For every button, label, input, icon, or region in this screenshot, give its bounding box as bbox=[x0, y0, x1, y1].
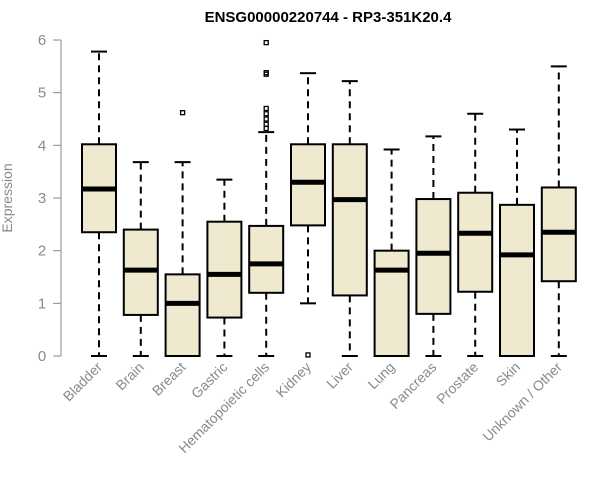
outlier-4 bbox=[263, 105, 269, 112]
box-8 bbox=[415, 135, 452, 357]
outlier-1 bbox=[263, 121, 269, 127]
x-tick-label-0: Bladder bbox=[60, 359, 106, 405]
box-9 bbox=[457, 112, 494, 357]
iqr-box bbox=[415, 198, 452, 315]
iqr-box bbox=[164, 273, 201, 357]
box-0 bbox=[81, 50, 117, 357]
box-2 bbox=[164, 110, 201, 357]
x-tick-label-9: Prostate bbox=[433, 359, 481, 407]
x-tick-label-1: Brain bbox=[112, 359, 146, 393]
iqr-box bbox=[457, 191, 494, 293]
box-11 bbox=[540, 65, 577, 357]
outlier-0 bbox=[305, 352, 311, 358]
y-tick-label-5: 5 bbox=[38, 85, 46, 102]
x-tick-label-6: Liver bbox=[323, 359, 356, 392]
iqr-box bbox=[373, 249, 410, 358]
iqr-box bbox=[499, 203, 535, 357]
y-tick-label-0: 0 bbox=[38, 348, 46, 365]
outlier-0 bbox=[179, 110, 186, 116]
x-tick-label-10: Skin bbox=[493, 359, 524, 390]
iqr-box bbox=[290, 143, 326, 227]
y-tick-label-2: 2 bbox=[38, 243, 46, 260]
y-axis-label: Expression bbox=[0, 163, 15, 232]
box-1 bbox=[122, 161, 159, 357]
outlier-0 bbox=[263, 125, 269, 132]
box-7 bbox=[373, 148, 410, 358]
y-tick-label-6: 6 bbox=[38, 32, 46, 49]
x-tick-label-2: Breast bbox=[149, 359, 189, 399]
iqr-box bbox=[248, 224, 285, 294]
outlier-2 bbox=[263, 116, 269, 122]
box-3 bbox=[206, 178, 243, 357]
outlier-6 bbox=[263, 70, 269, 76]
chart-title: ENSG00000220744 - RP3-351K20.4 bbox=[205, 9, 452, 26]
box-5 bbox=[290, 72, 326, 358]
outlier-7 bbox=[263, 39, 269, 46]
x-tick-label-7: Lung bbox=[364, 359, 397, 392]
iqr-box bbox=[206, 220, 243, 319]
box-4 bbox=[248, 39, 285, 357]
box-10 bbox=[499, 128, 535, 357]
outlier-3 bbox=[263, 111, 269, 117]
x-tick-label-5: Kidney bbox=[273, 359, 315, 401]
boxes-group bbox=[81, 39, 577, 358]
x-tick-label-11: Unknown / Other bbox=[479, 359, 565, 445]
y-tick-label-3: 3 bbox=[38, 190, 46, 207]
y-tick-label-1: 1 bbox=[38, 295, 46, 312]
y-tick-label-4: 4 bbox=[38, 137, 46, 154]
iqr-box bbox=[331, 143, 368, 297]
box-6 bbox=[331, 80, 368, 357]
y-axis: 0 1 2 3 4 5 6 bbox=[38, 32, 62, 365]
